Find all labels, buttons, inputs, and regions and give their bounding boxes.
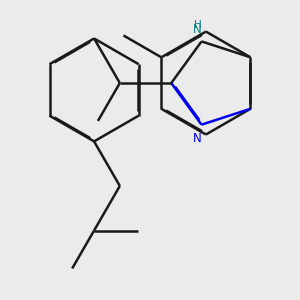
Text: N: N [193,23,202,36]
Text: H: H [194,20,201,30]
Text: N: N [193,132,202,145]
